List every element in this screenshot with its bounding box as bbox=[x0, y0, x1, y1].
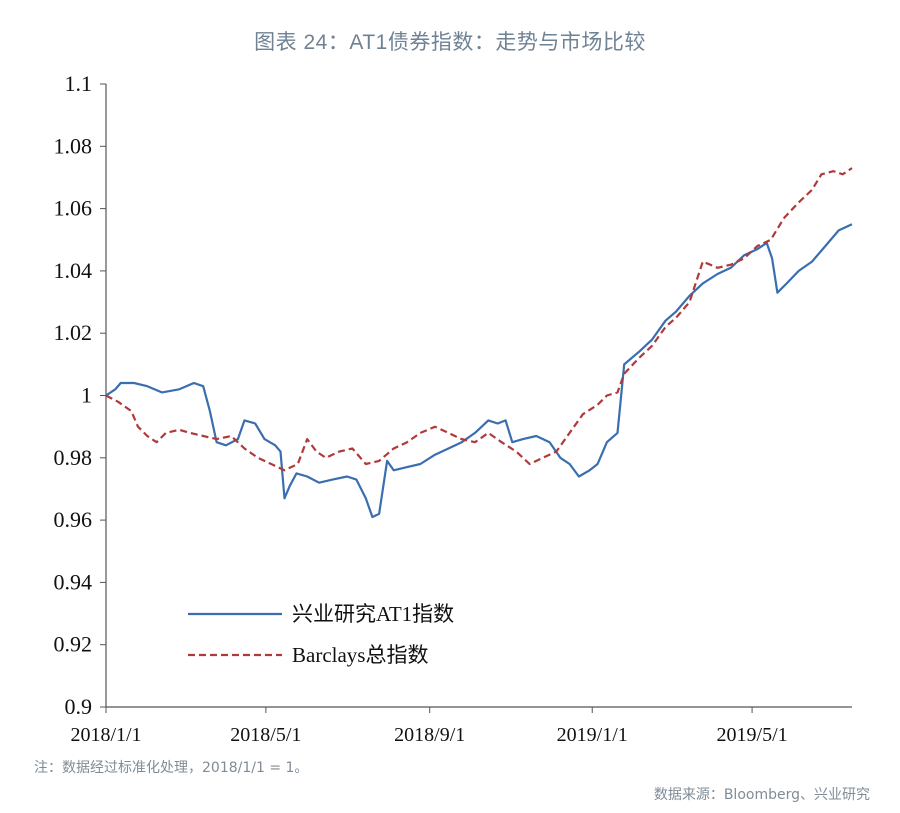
y-tick-label: 1.02 bbox=[54, 320, 93, 345]
y-tick-label: 0.92 bbox=[54, 632, 93, 657]
x-tick-label: 2019/1/1 bbox=[557, 724, 628, 746]
y-tick-label: 0.9 bbox=[65, 694, 93, 719]
legend-label-series-2: Barclays总指数 bbox=[292, 643, 428, 667]
x-tick-label: 2018/5/1 bbox=[230, 724, 301, 746]
chart-title: 图表 24：AT1债券指数：走势与市场比较 bbox=[254, 31, 646, 54]
chart-source: 数据来源：Bloomberg、兴业研究 bbox=[653, 787, 870, 803]
y-tick-label: 0.96 bbox=[54, 507, 93, 532]
x-axis: 2018/1/1 2018/5/1 2018/9/1 2019/1/1 2019/5/1 bbox=[70, 706, 852, 746]
y-tick-label: 1.06 bbox=[54, 196, 93, 221]
y-axis: 0.9 0.92 0.94 0.96 0.98 1 1.02 1.04 1.06 1.08 1.1 bbox=[54, 71, 107, 719]
y-tick-label: 1.08 bbox=[54, 133, 93, 158]
legend: 兴业研究AT1指数 Barclays总指数 bbox=[188, 602, 454, 667]
series-layer bbox=[105, 167, 853, 519]
y-tick-label: 1.04 bbox=[54, 258, 93, 283]
x-tick-label: 2018/9/1 bbox=[394, 724, 465, 746]
series-line-1 bbox=[105, 223, 853, 519]
y-tick-label: 1 bbox=[81, 383, 92, 408]
y-tick-label: 0.94 bbox=[54, 569, 93, 594]
legend-label-series-1: 兴业研究AT1指数 bbox=[292, 602, 454, 626]
x-tick-label: 2018/1/1 bbox=[70, 724, 141, 746]
series-line-2 bbox=[105, 167, 853, 472]
chart-note: 注：数据经过标准化处理，2018/1/1 = 1。 bbox=[34, 760, 309, 776]
y-tick-label: 0.98 bbox=[54, 445, 93, 470]
y-tick-label: 1.1 bbox=[65, 71, 93, 96]
x-tick-label: 2019/5/1 bbox=[717, 724, 788, 746]
